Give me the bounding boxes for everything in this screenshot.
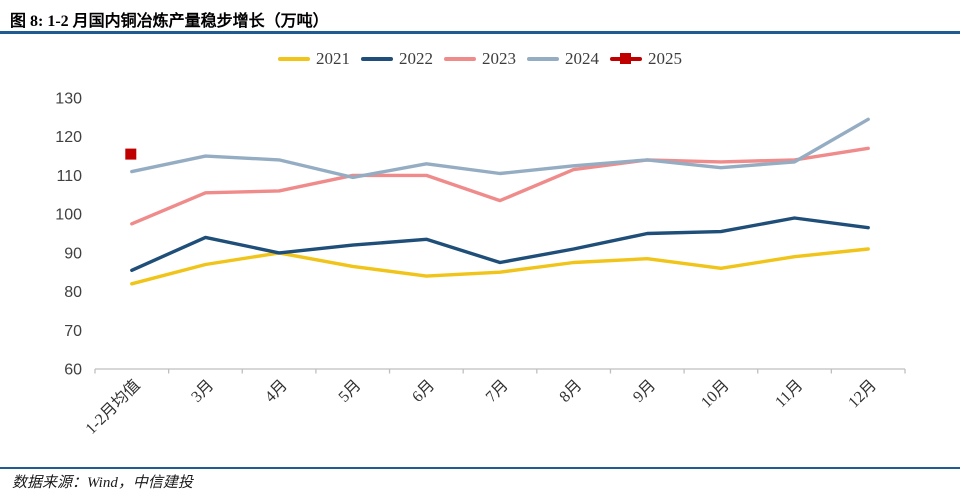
x-tick-label-7: 8月 (556, 377, 585, 406)
x-tick-label-9: 10月 (698, 377, 733, 412)
series-line-2022 (130, 216, 870, 272)
legend-swatch-2024 (527, 56, 559, 61)
legend-square-marker-2025 (620, 53, 631, 64)
legend-item-2025: 2025 (610, 50, 682, 67)
legend-item-2021: 2021 (278, 50, 350, 67)
y-tick-label-130: 130 (55, 91, 82, 108)
x-tick-label-11: 12月 (845, 377, 880, 412)
legend-label-2023: 2023 (482, 49, 516, 68)
legend-swatch-2021 (278, 56, 310, 61)
legend-label-2025: 2025 (648, 49, 682, 68)
y-tick-label-90: 90 (64, 245, 82, 262)
x-tick-label-1: 1-2月均值 (82, 376, 144, 438)
x-tick-label-10: 11月 (772, 377, 806, 411)
chart-legend: 2021 2022 2023 2024 2025 (0, 50, 960, 67)
x-tick-label-2: 3月 (188, 377, 217, 406)
legend-label-2021: 2021 (316, 49, 350, 68)
y-tick-label-60: 60 (64, 362, 82, 379)
x-tick-label-5: 6月 (409, 377, 438, 406)
legend-item-2024: 2024 (527, 50, 599, 67)
series-line-2024 (130, 117, 870, 180)
legend-item-2022: 2022 (361, 50, 433, 67)
legend-swatch-2023 (444, 56, 476, 61)
legend-label-2022: 2022 (399, 49, 433, 68)
series-line-2023 (130, 146, 870, 226)
x-tick-label-4: 5月 (336, 377, 365, 406)
series-marker-2025 (125, 148, 137, 160)
legend-item-2023: 2023 (444, 50, 516, 67)
y-tick-label-70: 70 (64, 323, 82, 340)
y-tick-label-100: 100 (55, 207, 82, 224)
x-tick-label-8: 9月 (630, 377, 659, 406)
figure-title: 图 8: 1-2 月国内铜冶炼产量稳步增长（万吨） (10, 13, 329, 30)
y-tick-label-120: 120 (55, 129, 82, 146)
legend-swatch-2025 (610, 53, 642, 64)
y-tick-label-110: 110 (56, 168, 82, 185)
y-tick-label-80: 80 (64, 284, 82, 301)
footer-divider (0, 467, 960, 469)
legend-swatch-2022 (361, 56, 393, 61)
figure-header: 图 8: 1-2 月国内铜冶炼产量稳步增长（万吨） (0, 0, 960, 34)
series-line-2021 (130, 247, 870, 286)
x-tick-label-6: 7月 (483, 377, 512, 406)
x-tick-label-3: 4月 (262, 377, 291, 406)
legend-label-2024: 2024 (565, 49, 599, 68)
data-source-note: 数据来源：Wind，中信建投 (12, 475, 193, 491)
